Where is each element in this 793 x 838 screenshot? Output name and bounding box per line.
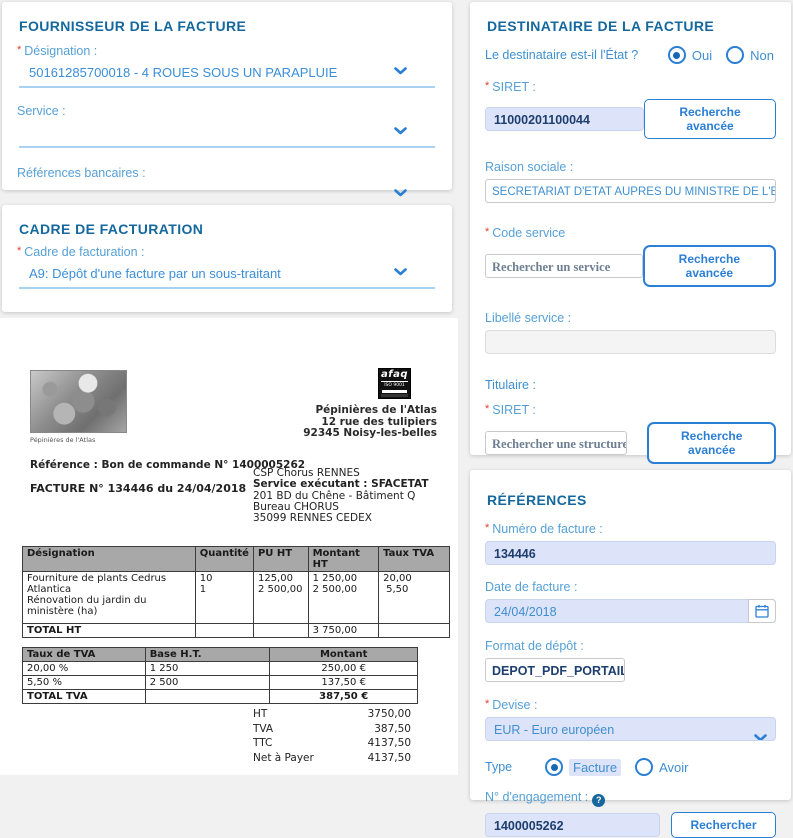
order-reference: Référence : Bon de commande N° 140000526… [30,459,306,471]
chevron-down-icon[interactable] [394,184,407,202]
format-depot-value: DEPOT_PDF_PORTAIL [485,658,625,682]
titulaire-label: Titulaire : [485,378,536,392]
logo-bar [382,389,407,393]
engagement-label: N° d'engagement :? [485,790,776,807]
recipient-address: CSP Chorus RENNES Service exécutant : SF… [253,467,429,525]
invoice-tva-table: Taux de TVA Base H.T. Montant 20,00 % 1 … [22,647,418,704]
etat-question-label: Le destinataire est-il l'État ? [485,48,639,62]
seller-photo [30,370,127,433]
service-select[interactable] [19,122,435,148]
date-facture-input[interactable]: 24/04/2018 [485,599,776,623]
code-service-input[interactable]: Rechercher un service [485,254,643,278]
code-service-label: * Code service [485,226,566,240]
required-marker: * [485,698,490,710]
devise-select[interactable]: EUR - Euro européen [485,717,776,741]
designation-label: * Désignation : [17,44,98,58]
invoice-preview: Pépinières de l'Atlas afaq ISO 9001 Pépi… [0,318,458,775]
designation-value: 50161285700018 - 4 ROUES SOUS UN PARAPLU… [29,65,338,80]
required-marker: * [485,80,490,92]
rechercher-button[interactable]: Rechercher [671,811,776,838]
titulaire-siret-label: * SIRET : [485,403,536,417]
libelle-service-input [485,330,776,354]
seller-address: Pépinières de l'Atlas 12 rue des tulipie… [303,404,437,439]
logo-bar [381,393,408,397]
cadre-select[interactable]: A9: Dépôt d'une facture par un sous-trai… [19,263,435,289]
invoice-items-table: Désignation Quantité PU HT Montant HT Ta… [22,546,450,638]
radio-non[interactable] [726,46,745,64]
engagement-input[interactable]: 1400005262 [485,812,660,837]
raison-sociale-value: SECRETARIAT D'ETAT AUPRES DU MINISTRE DE… [485,179,776,203]
items-header-row: Désignation Quantité PU HT Montant HT Ta… [22,546,450,572]
format-depot-label: Format de dépôt : [485,639,584,653]
afaq-logo-text: afaq [380,369,408,380]
fournisseur-panel: FOURNISSEUR DE LA FACTURE * Désignation :… [2,2,452,210]
tva-total-row: TOTAL TVA 387,50 € [22,689,418,704]
references-panel: RÉFÉRENCES * Numéro de facture : 134446 D… [470,470,791,838]
chevron-down-icon[interactable] [394,122,407,140]
radio-oui-label[interactable]: Oui [691,47,713,63]
references-bancaires-label: Références bancaires : [17,166,146,180]
date-facture-label: Date de facture : [485,580,578,594]
afaq-iso-logo: afaq ISO 9001 [378,368,411,399]
radio-avoir[interactable] [635,758,654,776]
table-row: 20,00 % 1 250 250,00 € [22,661,418,676]
cadre-label: * Cadre de facturation : [17,245,145,259]
required-marker: * [485,403,490,415]
cadre-value: A9: Dépôt d'une facture par un sous-trai… [29,266,281,281]
chevron-down-icon[interactable] [394,263,407,281]
photo-caption: Pépinières de l'Atlas [30,436,96,444]
libelle-service-label: Libellé service : [485,311,572,325]
raison-sociale-label: Raison sociale : [485,160,574,174]
chevron-down-icon[interactable] [754,726,767,740]
table-row: 5,50 % 2 500 137,50 € [22,675,418,690]
required-marker: * [485,226,490,238]
siret-label: * SIRET : [485,80,536,94]
calendar-icon[interactable] [748,599,776,623]
destinataire-panel: DESTINATAIRE DE LA FACTURE Le destinatai… [470,2,791,529]
service-label: Service : [17,104,66,118]
required-marker: * [17,245,22,257]
siret-advanced-search-button[interactable]: Recherche avancée [644,99,776,139]
numero-facture-input[interactable]: 134446 [485,541,776,565]
chevron-down-icon[interactable] [394,62,407,80]
radio-avoir-label[interactable]: Avoir [659,759,689,775]
required-marker: * [485,522,490,534]
invoice-number-line: FACTURE N° 134446 du 24/04/2018 [30,482,247,495]
radio-oui[interactable] [667,46,686,64]
devise-label: * Devise : [485,698,538,712]
titulaire-siret-input[interactable]: Rechercher une structure [485,431,628,455]
fournisseur-title: FOURNISSEUR DE LA FACTURE [19,18,247,34]
titulaire-advanced-search-button[interactable]: Recherche avancée [647,422,776,464]
radio-non-label[interactable]: Non [750,47,774,63]
tva-header-row: Taux de TVA Base H.T. Montant [22,647,418,662]
help-icon[interactable]: ? [592,793,606,807]
table-row: Fourniture de plants Cedrus Atlantica Rén… [22,571,450,624]
type-label: Type [485,760,513,774]
items-total-row: TOTAL HT 3 750,00 [22,623,450,638]
code-service-advanced-search-button[interactable]: Recherche avancée [642,245,776,287]
required-marker: * [17,44,22,56]
numero-facture-label: * Numéro de facture : [485,522,603,536]
siret-input[interactable]: 11000201100044 [485,107,645,131]
invoice-totals: HT 3750,00 TVA 387,50 TTC 4137,50 Net à Pay… [253,708,411,764]
radio-facture[interactable] [545,758,563,776]
designation-select[interactable]: 50161285700018 - 4 ROUES SOUS UN PARAPLU… [19,62,435,88]
iso-9001-text: ISO 9001 [381,381,408,388]
radio-facture-label[interactable]: Facture [569,758,622,776]
destinataire-title: DESTINATAIRE DE LA FACTURE [487,18,715,34]
cadre-title: CADRE DE FACTURATION [19,221,204,237]
references-title: RÉFÉRENCES [487,492,587,508]
cadre-facturation-panel: CADRE DE FACTURATION * Cadre de facturati… [2,205,452,312]
